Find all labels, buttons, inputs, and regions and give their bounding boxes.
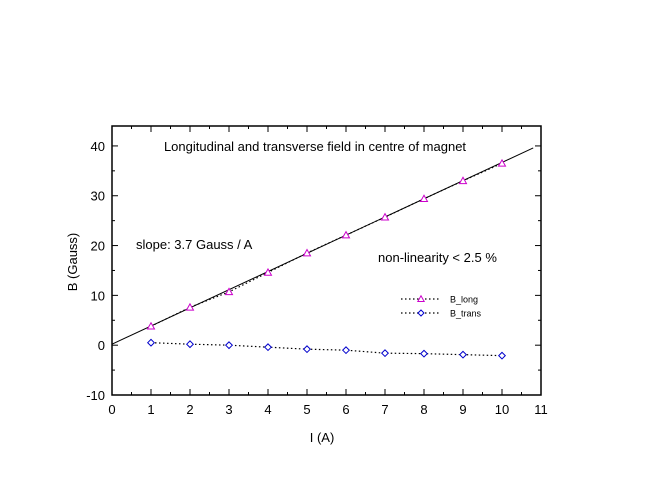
x-tick-label: 2: [186, 402, 193, 417]
data-point: [380, 212, 390, 221]
x-tick-label: 0: [108, 402, 115, 417]
data-point: [146, 338, 156, 347]
data-point: [380, 349, 390, 358]
series-layer: [146, 158, 507, 360]
data-point: [497, 351, 507, 360]
series-B_long: [146, 158, 507, 330]
y-tick-label: 30: [91, 189, 105, 204]
data-point: [458, 350, 468, 359]
legend: B_long B_trans: [401, 295, 482, 319]
data-point: [458, 176, 468, 185]
y-tick-label: 20: [91, 239, 105, 254]
legend-label: B_trans: [450, 309, 482, 319]
x-tick-label: 3: [225, 402, 232, 417]
legend-marker: [416, 294, 426, 303]
series-line: [150, 162, 503, 327]
x-tick-label: 11: [534, 402, 548, 417]
y-tick-label: 10: [91, 288, 105, 303]
data-point: [146, 321, 156, 330]
y-tick-label: -10: [86, 388, 105, 403]
data-point: [302, 248, 312, 257]
data-point: [263, 267, 273, 276]
x-tick-label: 4: [264, 402, 271, 417]
data-point: [302, 345, 312, 354]
data-point: [497, 158, 507, 167]
series-line: [150, 342, 503, 357]
data-point: [185, 302, 195, 311]
x-tick-label: 9: [459, 402, 466, 417]
data-point: [419, 349, 429, 358]
x-tick-label: 7: [381, 402, 388, 417]
data-point: [224, 341, 234, 350]
data-point: [224, 287, 234, 296]
data-point: [341, 230, 351, 239]
y-axis-label: B (Gauss): [65, 233, 80, 292]
data-point: [341, 346, 351, 355]
x-tick-label: 1: [147, 402, 154, 417]
series-B_trans: [146, 338, 507, 360]
data-point: [419, 194, 429, 203]
legend-label: B_long: [450, 295, 478, 305]
annotation-slope: slope: 3.7 Gauss / A: [136, 237, 253, 252]
y-tick-label: 40: [91, 139, 105, 154]
legend-marker: [417, 309, 425, 317]
data-point: [185, 340, 195, 349]
annotation-nonlinearity: non-linearity < 2.5 %: [378, 250, 497, 265]
x-tick-label: 6: [342, 402, 349, 417]
x-axis-label: I (A): [310, 430, 335, 445]
data-point: [263, 343, 273, 352]
x-tick-label: 8: [420, 402, 427, 417]
chart-title: Longitudinal and transverse field in cen…: [164, 139, 466, 154]
x-tick-label: 10: [495, 402, 509, 417]
y-tick-label: 0: [98, 338, 105, 353]
x-tick-label: 5: [303, 402, 310, 417]
